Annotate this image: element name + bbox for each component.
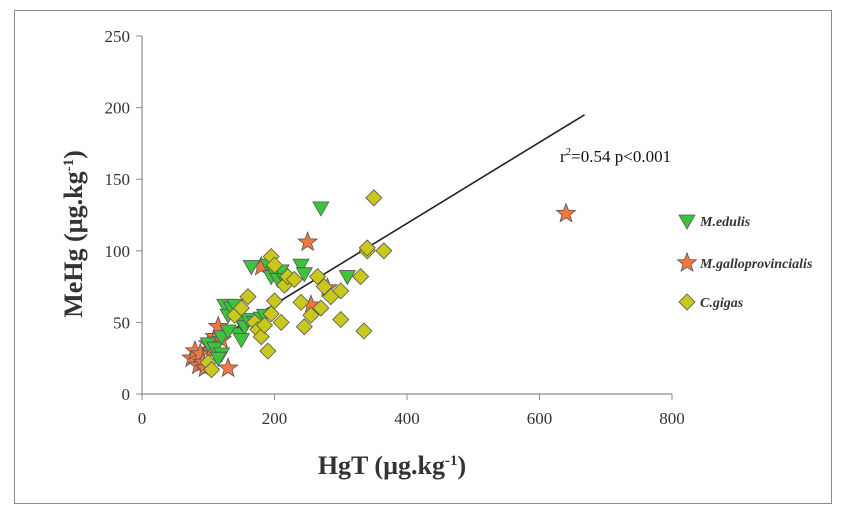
data-point-c-gigas (202, 361, 221, 379)
data-point-c-gigas (312, 299, 330, 317)
legend-label: C.gigas (700, 296, 744, 311)
data-point-m-edulis (219, 324, 237, 340)
y-tick-label: 150 (105, 170, 131, 189)
data-point-m-edulis (209, 351, 227, 368)
data-point-c-gigas (259, 342, 277, 360)
x-tick-label: 0 (138, 409, 147, 428)
data-point-c-gigas (315, 278, 333, 296)
data-point-c-gigas (302, 306, 320, 324)
data-point-c-gigas (308, 268, 327, 286)
points-layer (181, 189, 577, 379)
data-point-c-gigas (358, 239, 376, 257)
data-point-c-gigas (255, 316, 274, 334)
data-point-m-edulis (295, 267, 314, 283)
x-axis-title: HgT (µg.kg-1) (318, 451, 466, 480)
y-tick-label: 0 (122, 385, 131, 404)
data-point-c-gigas (272, 313, 290, 331)
data-point-c-gigas (352, 268, 370, 286)
data-point-c-gigas (265, 292, 284, 310)
legend-marker-c-gigas (678, 293, 696, 311)
y-tick-label: 200 (105, 99, 131, 118)
data-point-m-edulis (312, 201, 330, 217)
axes: 0 50 100 150 200 250 0 200 400 600 800 (105, 27, 685, 428)
data-point-m-galloprovincialis (217, 357, 239, 378)
chart-frame (14, 10, 832, 504)
y-axis-title: MeHg (µg.kg-1) (59, 150, 88, 318)
data-point-c-gigas (295, 318, 313, 336)
legend-marker-m-edulis (678, 214, 696, 230)
data-point-m-edulis (242, 260, 261, 276)
legend: M.edulis M.galloprovincialis C.gigas (676, 214, 813, 311)
data-point-c-gigas (365, 189, 383, 207)
data-point-c-gigas (292, 293, 310, 311)
data-point-m-edulis (338, 270, 357, 286)
data-point-c-gigas (265, 256, 284, 274)
data-point-c-gigas (232, 299, 250, 317)
legend-marker-m-galloprovincialis (676, 251, 698, 273)
data-point-c-gigas (375, 242, 393, 260)
data-point-m-edulis (292, 258, 310, 274)
data-point-m-galloprovincialis (297, 231, 319, 252)
data-point-c-gigas (332, 282, 350, 300)
y-tick-label: 100 (105, 242, 131, 261)
x-tick-label: 600 (527, 409, 553, 428)
data-point-c-gigas (239, 288, 257, 306)
legend-label: M.edulis (699, 215, 751, 230)
regression-annotation: r2=0.54 p<0.001 (560, 146, 671, 166)
data-point-m-edulis (232, 333, 251, 349)
x-tick-label: 400 (394, 409, 420, 428)
y-tick-label: 250 (105, 27, 131, 46)
legend-label: M.galloprovincialis (699, 257, 813, 272)
data-point-m-galloprovincialis (555, 202, 577, 223)
data-point-c-gigas (285, 270, 303, 289)
x-tick-label: 200 (262, 409, 288, 428)
data-point-c-gigas (355, 322, 373, 340)
y-tick-label: 50 (113, 313, 130, 332)
data-point-c-gigas (262, 305, 280, 323)
x-tick-label: 800 (659, 409, 685, 428)
data-point-c-gigas (332, 310, 350, 329)
